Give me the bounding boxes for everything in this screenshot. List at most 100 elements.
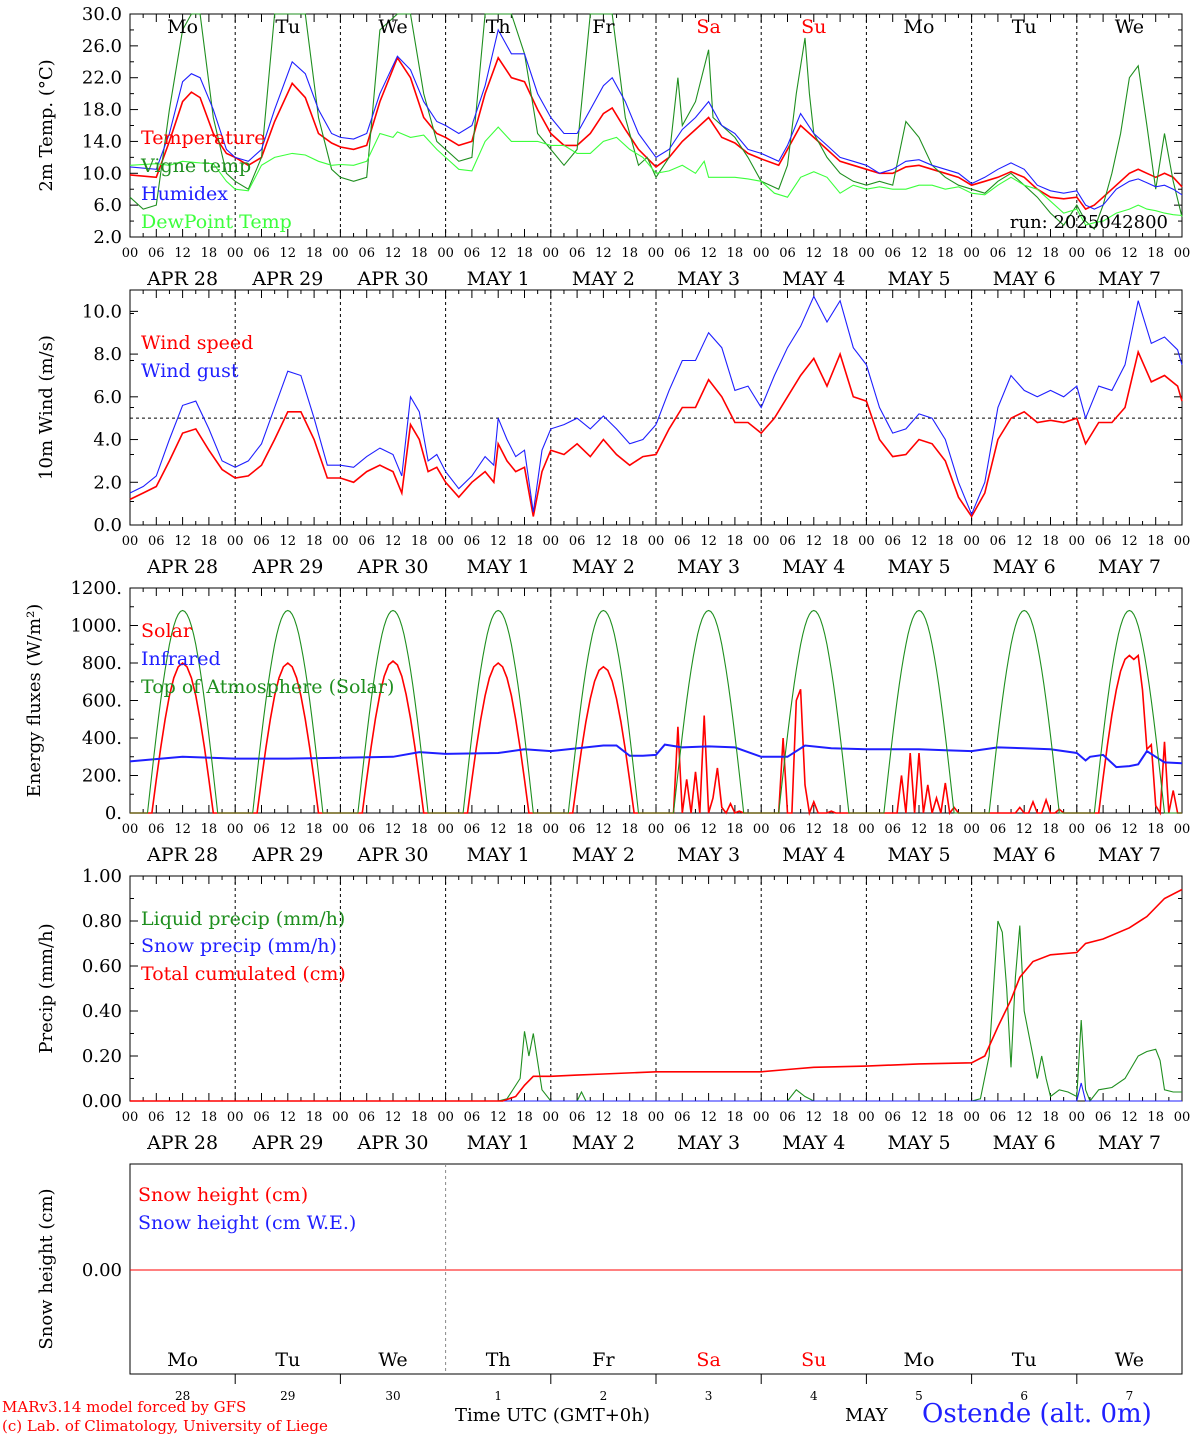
hour-tick-label: 06 <box>464 534 481 549</box>
hour-tick-label: 18 <box>306 822 323 837</box>
hour-tick-label: 06 <box>884 822 901 837</box>
hour-tick-label: 06 <box>884 534 901 549</box>
hour-tick-label: 00 <box>648 822 665 837</box>
hour-tick-label: 06 <box>674 534 691 549</box>
hour-tick-label: 12 <box>174 534 191 549</box>
hour-tick-label: 00 <box>332 1110 349 1125</box>
date-label: MAY 6 <box>993 556 1056 578</box>
hour-tick-label: 00 <box>1069 246 1086 261</box>
series-line-vigne-temp <box>129 13 1183 230</box>
panel-5 <box>129 1163 1183 1384</box>
hour-tick-label: 18 <box>411 1110 428 1125</box>
hour-tick-label: 00 <box>648 1110 665 1125</box>
hour-tick-label: 00 <box>858 822 875 837</box>
date-label: MAY 2 <box>572 1132 635 1154</box>
date-label: MAY 5 <box>887 844 950 866</box>
date-label: MAY 7 <box>1098 1132 1161 1154</box>
hour-tick-label: 06 <box>779 822 796 837</box>
date-label: MAY 6 <box>993 844 1056 866</box>
hour-tick-label: 00 <box>753 246 770 261</box>
hour-tick-label: 06 <box>569 534 586 549</box>
y-tick-label: 10.0 <box>82 163 122 184</box>
weekday-label: Mo <box>167 1349 198 1371</box>
hour-tick-label: 06 <box>884 246 901 261</box>
y-tick-label: 14.0 <box>82 131 122 152</box>
hour-tick-label: 18 <box>937 1110 954 1125</box>
hour-tick-label: 12 <box>280 1110 297 1125</box>
day-number-label: 6 <box>1020 1389 1028 1403</box>
hour-tick-label: 00 <box>1174 534 1191 549</box>
hour-tick-label: 06 <box>253 1110 270 1125</box>
legend-entry: Vigne temp <box>140 155 251 177</box>
weekday-label: Th <box>486 16 511 38</box>
credit-line-2: (c) Lab. of Climatology, University of L… <box>2 1417 328 1435</box>
hour-tick-label: 06 <box>779 1110 796 1125</box>
date-label: APR 29 <box>251 268 323 290</box>
legend-entry: Snow height (cm) <box>138 1184 308 1206</box>
hour-tick-label: 18 <box>201 246 218 261</box>
legend-entry: Liquid precip (mm/h) <box>141 908 345 930</box>
weekday-label: We <box>378 1349 407 1371</box>
hour-tick-label: 12 <box>385 534 402 549</box>
panel-frame <box>129 13 1183 238</box>
hour-tick-label: 00 <box>122 534 139 549</box>
hour-tick-label: 18 <box>516 534 533 549</box>
hour-tick-label: 18 <box>727 246 744 261</box>
hour-tick-label: 06 <box>253 822 270 837</box>
hour-tick-label: 00 <box>1069 1110 1086 1125</box>
y-tick-label: 2.0 <box>93 227 122 248</box>
hour-tick-label: 06 <box>569 822 586 837</box>
hour-tick-label: 12 <box>595 246 612 261</box>
hour-tick-label: 18 <box>411 534 428 549</box>
y-tick-label: 6.0 <box>93 387 122 408</box>
hour-tick-label: 00 <box>648 246 665 261</box>
hour-tick-label: 00 <box>122 822 139 837</box>
hour-tick-label: 12 <box>1016 534 1033 549</box>
hour-tick-label: 06 <box>779 246 796 261</box>
hour-tick-label: 12 <box>490 822 507 837</box>
weekday-label: We <box>1115 1349 1144 1371</box>
legend-entry: Snow height (cm W.E.) <box>138 1212 356 1234</box>
hour-tick-label: 06 <box>464 1110 481 1125</box>
hour-tick-label: 18 <box>832 246 849 261</box>
y-tick-label: 200. <box>82 766 122 787</box>
hour-tick-label: 00 <box>648 534 665 549</box>
hour-tick-label: 00 <box>858 534 875 549</box>
date-label: MAY 5 <box>887 556 950 578</box>
date-label: MAY 5 <box>887 1132 950 1154</box>
date-label: MAY 7 <box>1098 844 1161 866</box>
date-label: APR 30 <box>356 1132 428 1154</box>
y-tick-label: 1200. <box>70 578 122 599</box>
hour-tick-label: 18 <box>727 534 744 549</box>
hour-tick-label: 00 <box>963 822 980 837</box>
hour-tick-label: 18 <box>201 1110 218 1125</box>
legend-entry: Wind speed <box>141 332 253 354</box>
legend-entry: Infrared <box>141 648 221 670</box>
y-tick-label: 30.0 <box>82 4 122 25</box>
hour-tick-label: 00 <box>122 246 139 261</box>
y-tick-label: 8.0 <box>93 344 122 365</box>
legend-entry: Total cumulated (cm) <box>141 963 346 985</box>
hour-tick-label: 12 <box>385 822 402 837</box>
weekday-label: We <box>378 16 407 38</box>
hour-tick-label: 06 <box>148 534 165 549</box>
y-axis-label: Precip (mm/h) <box>36 923 57 1053</box>
hour-tick-label: 18 <box>306 246 323 261</box>
hour-tick-label: 12 <box>806 822 823 837</box>
y-tick-label: 0.20 <box>82 1046 122 1067</box>
y-tick-label: 18.0 <box>82 100 122 121</box>
hour-tick-label: 18 <box>832 822 849 837</box>
series-line-humidex <box>129 28 1183 210</box>
date-label: APR 29 <box>251 556 323 578</box>
hour-tick-label: 06 <box>990 534 1007 549</box>
hour-tick-label: 00 <box>437 822 454 837</box>
date-label: MAY 3 <box>677 844 740 866</box>
legend-entry: Snow precip (mm/h) <box>141 935 337 957</box>
hour-tick-label: 12 <box>1121 534 1138 549</box>
day-number-label: 4 <box>810 1389 818 1403</box>
y-tick-label: 6.0 <box>93 195 122 216</box>
hour-tick-label: 12 <box>595 534 612 549</box>
y-tick-label: 600. <box>82 691 122 712</box>
date-label: MAY 4 <box>782 268 845 290</box>
